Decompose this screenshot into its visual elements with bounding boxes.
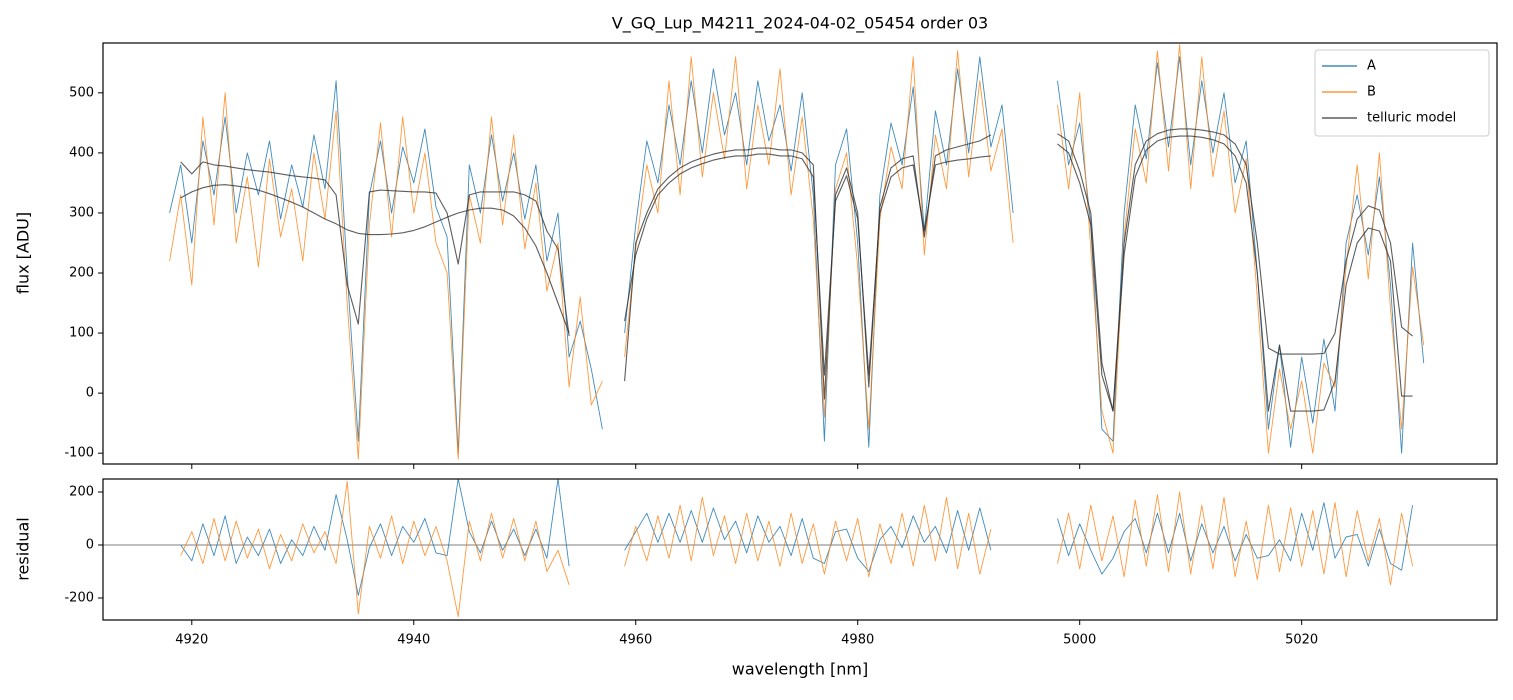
series-line — [180, 128, 1413, 412]
chart-title: V_GQ_Lup_M4211_2024-04-02_05454 order 03 — [612, 14, 988, 34]
y-axis-label: residual — [14, 517, 33, 580]
x-tick-label: 4980 — [841, 633, 874, 648]
legend-label: A — [1367, 59, 1376, 74]
legend-label: telluric model — [1367, 111, 1456, 126]
x-tick-label: 4920 — [175, 633, 208, 648]
axes-frame — [102, 478, 1498, 621]
y-tick-label: 500 — [69, 85, 94, 100]
series-line — [169, 44, 1425, 460]
plot-area — [103, 479, 1497, 618]
plot-area — [169, 44, 1425, 460]
x-tick-label: 5000 — [1063, 633, 1096, 648]
legend-box — [1314, 49, 1490, 137]
y-tick-label: -100 — [64, 446, 94, 461]
series-line — [180, 135, 1413, 412]
y-tick-label: 300 — [69, 205, 94, 220]
axes-frame — [102, 42, 1498, 465]
x-tick-label: 4960 — [619, 633, 652, 648]
series-line — [180, 480, 1414, 618]
legend-label: B — [1367, 85, 1376, 100]
y-tick-label: 400 — [69, 145, 94, 160]
y-tick-label: 200 — [69, 266, 94, 281]
y-tick-label: 200 — [69, 484, 94, 499]
y-tick-label: 100 — [69, 326, 94, 341]
y-axis-label: flux [ADU] — [14, 212, 33, 294]
y-tick-label: -200 — [64, 591, 94, 606]
y-tick-label: 0 — [86, 386, 94, 401]
x-axis-label: wavelength [nm] — [732, 660, 869, 679]
x-tick-label: 4940 — [397, 633, 430, 648]
y-tick-label: 0 — [86, 537, 94, 552]
series-line — [169, 56, 1425, 454]
x-tick-label: 5020 — [1285, 633, 1318, 648]
